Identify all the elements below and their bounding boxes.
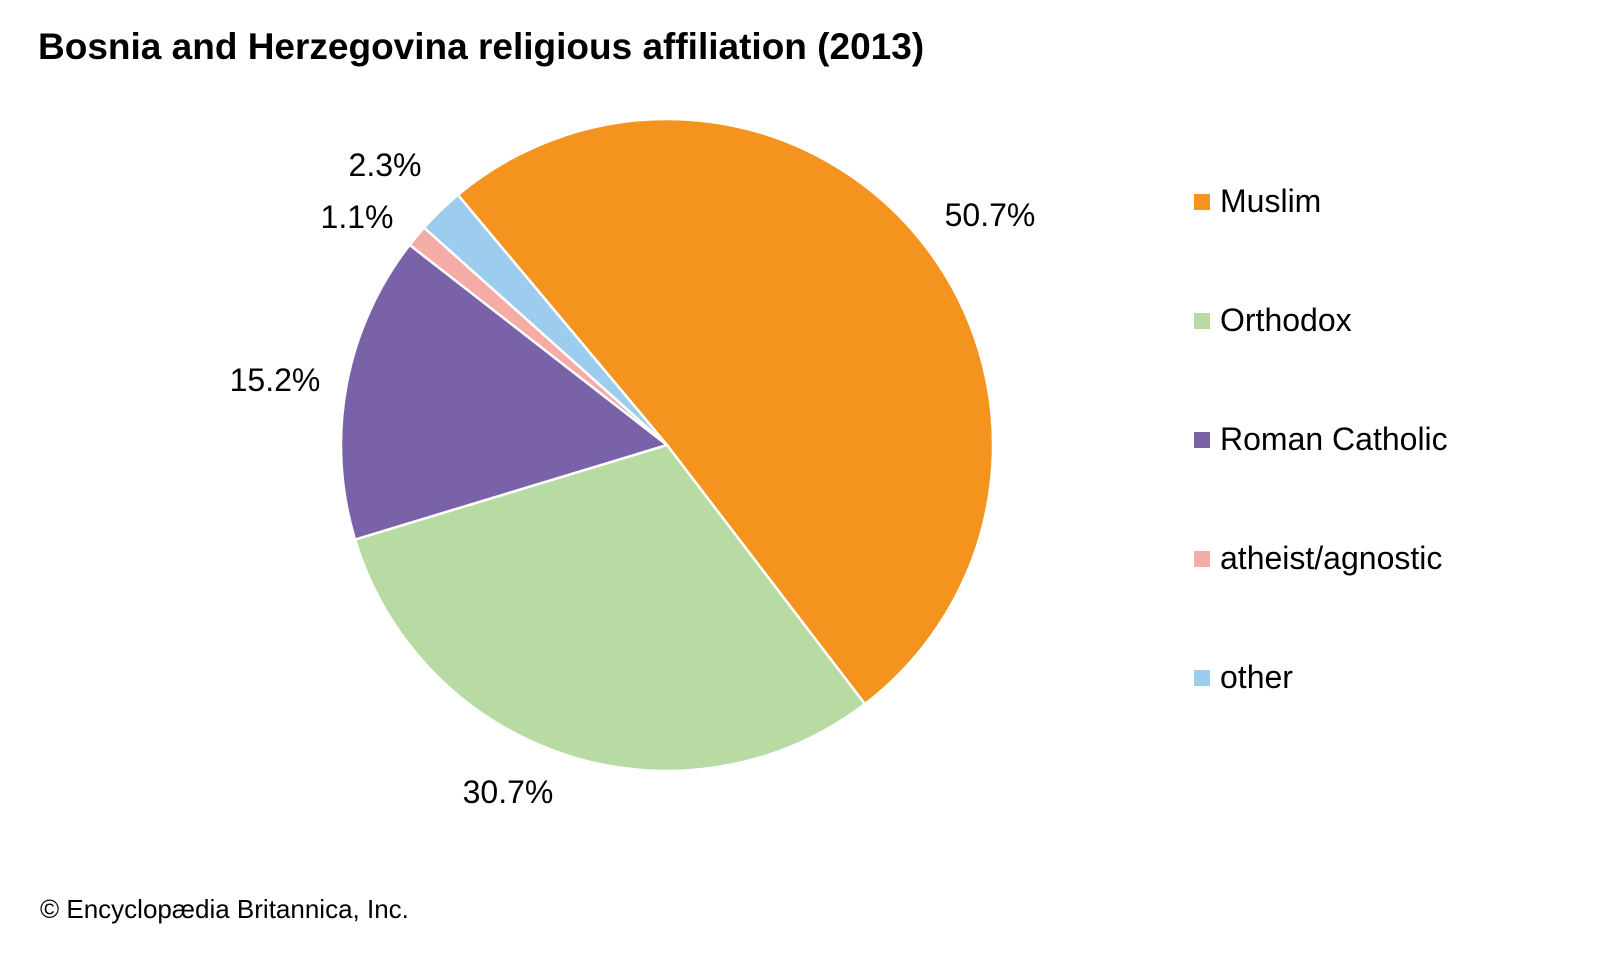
legend-label: other [1220,659,1293,695]
legend-item: Roman Catholic [1194,421,1448,458]
legend-label: Orthodox [1220,302,1352,338]
pie-slice-roman-catholic [339,243,670,542]
pie-slice-other [422,193,668,446]
pie-slice-orthodox [353,443,867,773]
legend-swatch [1194,193,1210,210]
legend-swatch [1194,312,1210,329]
chart-title: Bosnia and Herzegovina religious affilia… [38,26,925,67]
data-label: 30.7% [463,774,554,810]
legend-item: other [1194,659,1293,696]
legend-swatch [1194,669,1210,686]
data-label: 15.2% [230,362,321,398]
data-label: 50.7% [945,197,1036,233]
data-label: 1.1% [321,199,394,235]
legend-item: Muslim [1194,183,1321,220]
legend-label: Roman Catholic [1220,421,1448,457]
legend-label: atheist/agnostic [1220,540,1443,576]
pie-slice-muslim [456,117,995,706]
data-label: 2.3% [349,147,422,183]
copyright-notice: © Encyclopædia Britannica, Inc. [40,894,409,924]
legend-item: atheist/agnostic [1194,540,1442,577]
legend-label: Muslim [1220,183,1322,219]
legend-swatch [1194,550,1210,567]
legend-item: Orthodox [1194,302,1352,339]
legend-swatch [1194,431,1210,448]
